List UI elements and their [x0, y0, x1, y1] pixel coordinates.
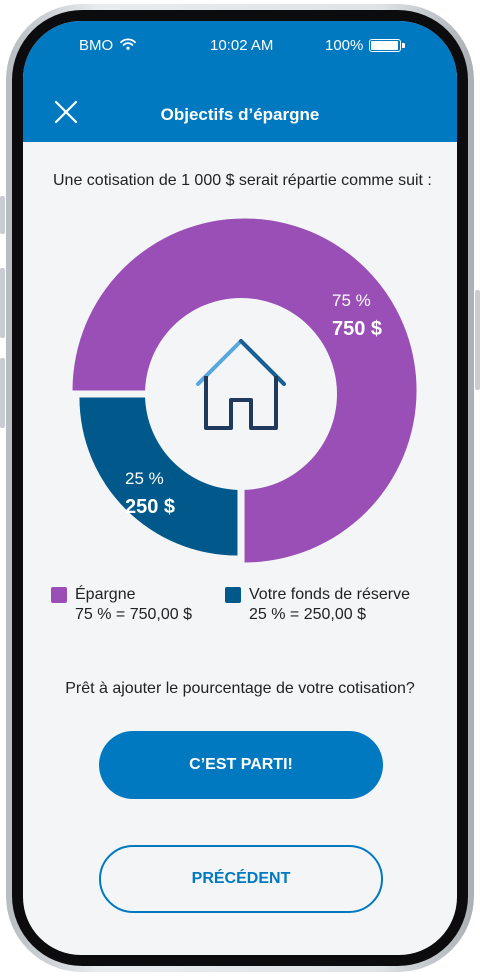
legend-label-reserve: Votre fonds de réserve: [249, 586, 410, 603]
volume-up-button: [0, 268, 5, 338]
intro-text: Une cotisation de 1 000 $ serait réparti…: [53, 172, 432, 189]
page-title: Objectifs d’épargne: [160, 105, 320, 124]
power-button: [475, 290, 480, 390]
house-icon: [196, 339, 286, 430]
app-header: BMO 10:02 AM 100% Objectifs d’épargne: [23, 21, 457, 142]
slice-label-percent-reserve: 25 %: [125, 469, 164, 488]
carrier-label: BMO: [79, 37, 114, 54]
donut-center: [145, 298, 337, 490]
legend-value-epargne: 75 % = 750,00 $: [75, 606, 192, 623]
battery-icon: [369, 39, 406, 52]
legend-item-reserve: Votre fonds de réserve 25 % = 250,00 $: [225, 585, 410, 625]
close-icon[interactable]: [51, 97, 81, 127]
legend-value-reserve: 25 % = 250,00 $: [249, 606, 366, 623]
slice-label-amount-reserve: 250 $: [125, 496, 175, 518]
status-time: 10:02 AM: [210, 37, 274, 54]
previous-button[interactable]: PRÉCÉDENT: [99, 845, 383, 913]
status-carrier: BMO: [79, 37, 137, 54]
status-battery: 100%: [325, 37, 406, 54]
legend-item-epargne: Épargne 75 % = 750,00 $: [51, 585, 192, 625]
legend-swatch-epargne: [51, 587, 67, 603]
legend-swatch-reserve: [225, 587, 241, 603]
legend-label-epargne: Épargne: [75, 586, 136, 603]
slice-label-amount-epargne: 750 $: [332, 318, 382, 340]
start-button[interactable]: C’EST PARTI!: [99, 731, 383, 799]
screen: BMO 10:02 AM 100% Objectifs d’épargne Un…: [23, 21, 457, 955]
wifi-icon: [120, 38, 137, 50]
question-text: Prêt à ajouter le pourcentage de votre c…: [65, 680, 415, 697]
allocation-donut-chart: 75 % 750 $ 25 % 250 $: [72, 218, 417, 563]
battery-percent: 100%: [325, 37, 364, 54]
mute-switch: [0, 196, 5, 234]
volume-down-button: [0, 358, 5, 428]
slice-label-percent-epargne: 75 %: [332, 291, 371, 310]
